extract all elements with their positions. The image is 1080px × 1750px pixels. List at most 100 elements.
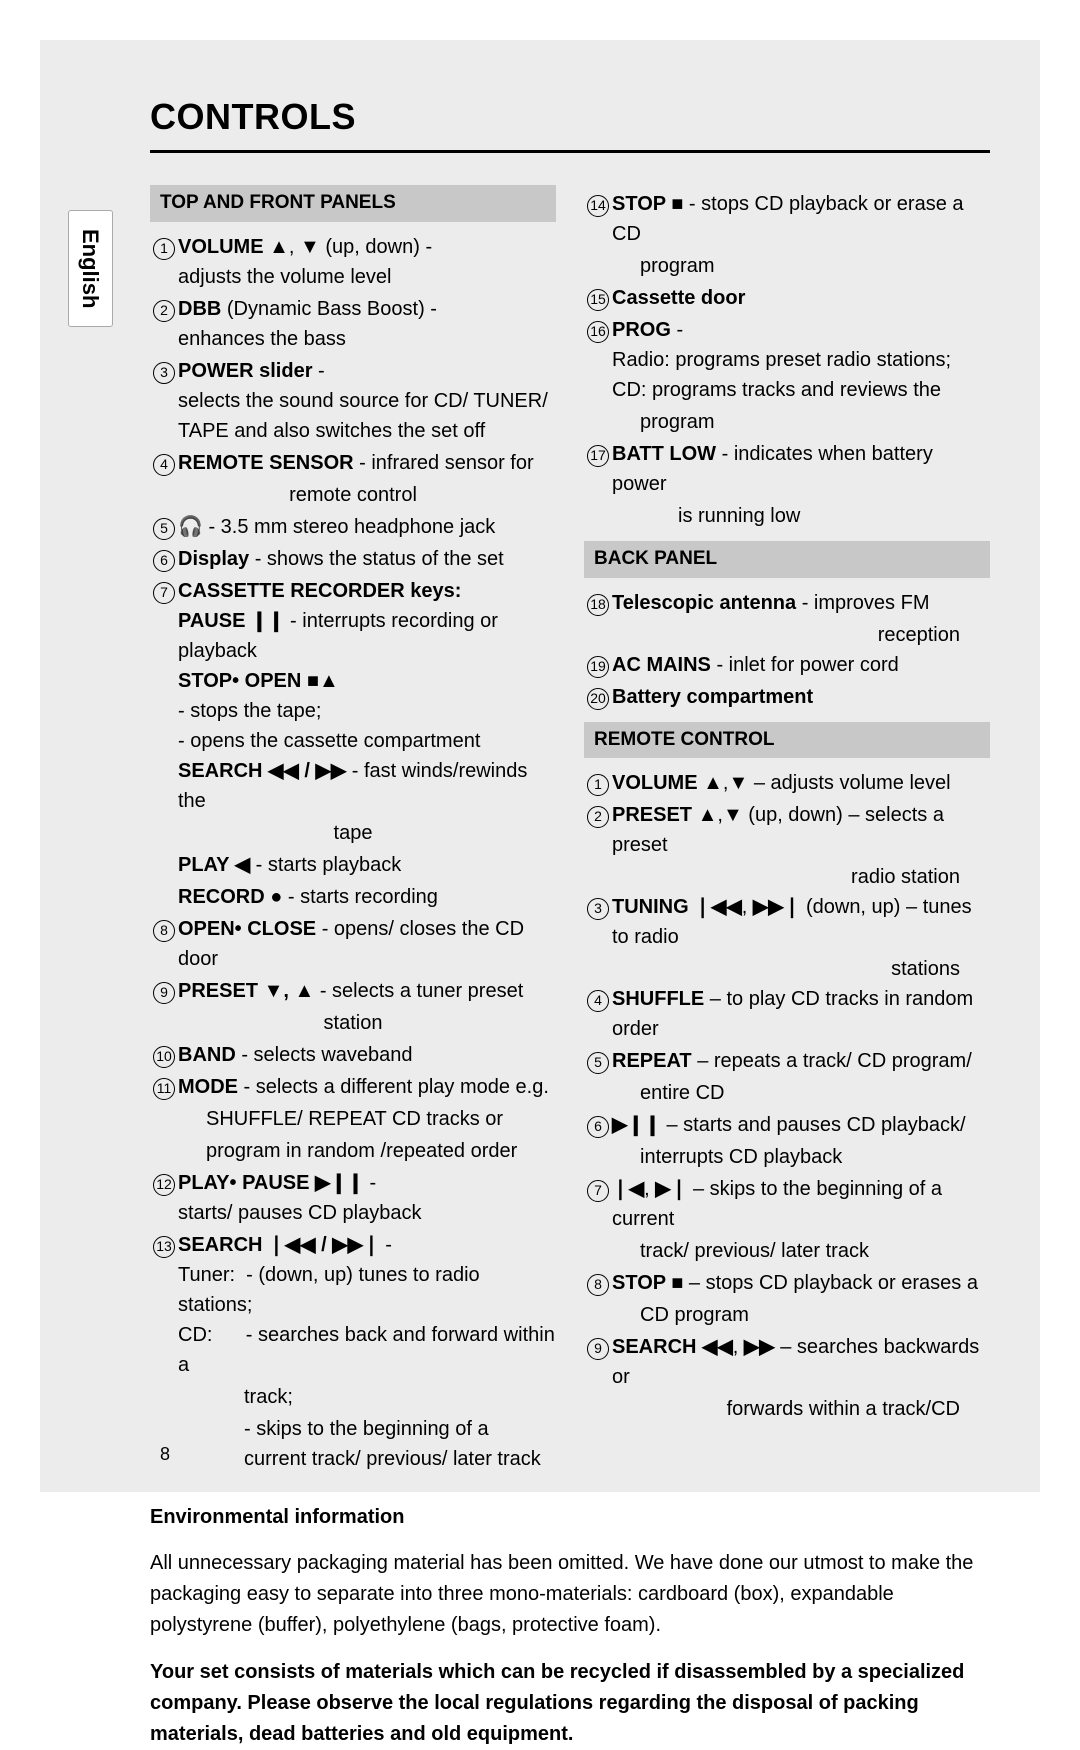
item-body: POWER slider -selects the sound source f… (178, 356, 556, 446)
item-number: 7 (584, 1174, 612, 1234)
item-number: 17 (584, 439, 612, 499)
item-body: VOLUME ▲, ▼ (up, down) -adjusts the volu… (178, 232, 556, 292)
item-continuation: tape (150, 818, 556, 848)
item-body: PROG -Radio: programs preset radio stati… (612, 315, 990, 405)
item-continuation: remote control (150, 480, 556, 510)
item-number: 18 (584, 588, 612, 618)
list-item: 7❘◀, ▶❘ – skips to the beginning of a cu… (584, 1174, 990, 1234)
item-continuation: radio station (584, 862, 990, 892)
list-item: 12PLAY• PAUSE ▶❙❙ -starts/ pauses CD pla… (150, 1168, 556, 1228)
item-body: REPEAT – repeats a track/ CD program/ (612, 1046, 990, 1076)
list-item: 11MODE - selects a different play mode e… (150, 1072, 556, 1102)
top-front-list: 1VOLUME ▲, ▼ (up, down) -adjusts the vol… (150, 232, 556, 1474)
item-body: Display - shows the status of the set (178, 544, 556, 574)
item-continuation: stations (584, 954, 990, 984)
item-body: ❘◀, ▶❘ – skips to the beginning of a cur… (612, 1174, 990, 1234)
list-item: 17BATT LOW - indicates when battery powe… (584, 439, 990, 499)
list-item: 1VOLUME ▲, ▼ (up, down) -adjusts the vol… (150, 232, 556, 292)
list-item: 4SHUFFLE – to play CD tracks in random o… (584, 984, 990, 1044)
top-front-list-cont: 14STOP ■ - stops CD playback or erase a … (584, 189, 990, 531)
item-number: 20 (584, 682, 612, 712)
item-number: 16 (584, 315, 612, 405)
item-body: Telescopic antenna - improves FM (612, 588, 990, 618)
item-continuation: forwards within a track/CD (584, 1394, 990, 1424)
item-body: Battery compartment (612, 682, 990, 712)
item-body: DBB (Dynamic Bass Boost) -enhances the b… (178, 294, 556, 354)
list-item: 4REMOTE SENSOR - infrared sensor for (150, 448, 556, 478)
item-continuation: program (584, 251, 990, 281)
item-number: 11 (150, 1072, 178, 1102)
item-continuation: reception (584, 620, 990, 650)
item-body: MODE - selects a different play mode e.g… (178, 1072, 556, 1102)
item-number: 4 (150, 448, 178, 478)
list-item: 6▶❙❙ – starts and pauses CD playback/ (584, 1110, 990, 1140)
list-item: 8STOP ■ – stops CD playback or erases a (584, 1268, 990, 1298)
item-number: 13 (150, 1230, 178, 1380)
item-body: SEARCH ❘◀◀ / ▶▶❘ -Tuner: - (down, up) tu… (178, 1230, 556, 1380)
list-item: 20Battery compartment (584, 682, 990, 712)
item-continuation: interrupts CD playback (584, 1142, 990, 1172)
right-column: 14STOP ■ - stops CD playback or erase a … (584, 175, 990, 1476)
item-continuation: - skips to the beginning of a current tr… (150, 1414, 556, 1474)
item-number: 8 (150, 914, 178, 974)
item-number: 10 (150, 1040, 178, 1070)
item-number: 1 (150, 232, 178, 292)
section-head-back-panel: BACK PANEL (584, 541, 990, 578)
section-head-top-front: TOP AND FRONT PANELS (150, 185, 556, 222)
item-number: 2 (584, 800, 612, 860)
list-item: 2DBB (Dynamic Bass Boost) -enhances the … (150, 294, 556, 354)
list-item: 3TUNING ❘◀◀, ▶▶❘ (down, up) – tunes to r… (584, 892, 990, 952)
section-head-remote: REMOTE CONTROL (584, 722, 990, 759)
item-number: 1 (584, 768, 612, 798)
list-item: 6Display - shows the status of the set (150, 544, 556, 574)
list-item: 18Telescopic antenna - improves FM (584, 588, 990, 618)
remote-list: 1VOLUME ▲,▼ – adjusts volume level2PRESE… (584, 768, 990, 1424)
manual-page: English CONTROLS TOP AND FRONT PANELS 1V… (40, 40, 1040, 1492)
item-body: BAND - selects waveband (178, 1040, 556, 1070)
list-item: 14STOP ■ - stops CD playback or erase a … (584, 189, 990, 249)
item-body: Cassette door (612, 283, 990, 313)
item-body: SHUFFLE – to play CD tracks in random or… (612, 984, 990, 1044)
item-body: PRESET ▼, ▲ - selects a tuner preset (178, 976, 556, 1006)
item-body: SEARCH ◀◀, ▶▶ – searches backwards or (612, 1332, 990, 1392)
item-continuation: program (584, 407, 990, 437)
item-number: 9 (150, 976, 178, 1006)
list-item: 2PRESET ▲,▼ (up, down) – selects a prese… (584, 800, 990, 860)
item-continuation: CD program (584, 1300, 990, 1330)
page-title: CONTROLS (150, 90, 990, 153)
env-para-1: All unnecessary packaging material has b… (150, 1548, 990, 1641)
list-item: 5REPEAT – repeats a track/ CD program/ (584, 1046, 990, 1076)
item-number: 4 (584, 984, 612, 1044)
two-column-layout: TOP AND FRONT PANELS 1VOLUME ▲, ▼ (up, d… (150, 175, 990, 1476)
list-item: 3POWER slider -selects the sound source … (150, 356, 556, 446)
item-number: 12 (150, 1168, 178, 1228)
item-body: PRESET ▲,▼ (up, down) – selects a preset (612, 800, 990, 860)
list-item: 13SEARCH ❘◀◀ / ▶▶❘ -Tuner: - (down, up) … (150, 1230, 556, 1380)
item-body: PLAY• PAUSE ▶❙❙ -starts/ pauses CD playb… (178, 1168, 556, 1228)
item-body: BATT LOW - indicates when battery power (612, 439, 990, 499)
item-body: 🎧 - 3.5 mm stereo headphone jack (178, 512, 556, 542)
item-number: 5 (584, 1046, 612, 1076)
item-body: CASSETTE RECORDER keys:PAUSE ❙❙ - interr… (178, 576, 556, 816)
item-body: OPEN• CLOSE - opens/ closes the CD door (178, 914, 556, 974)
list-item: 1VOLUME ▲,▼ – adjusts volume level (584, 768, 990, 798)
list-item: 19AC MAINS - inlet for power cord (584, 650, 990, 680)
list-item: 9PRESET ▼, ▲ - selects a tuner preset (150, 976, 556, 1006)
list-item: 10BAND - selects waveband (150, 1040, 556, 1070)
list-item: 7CASSETTE RECORDER keys:PAUSE ❙❙ - inter… (150, 576, 556, 816)
item-body: STOP ■ – stops CD playback or erases a (612, 1268, 990, 1298)
item-body: STOP ■ - stops CD playback or erase a CD (612, 189, 990, 249)
item-continuation: track; (150, 1382, 556, 1412)
item-body: VOLUME ▲,▼ – adjusts volume level (612, 768, 990, 798)
item-body: TUNING ❘◀◀, ▶▶❘ (down, up) – tunes to ra… (612, 892, 990, 952)
page-number: 8 (160, 1441, 170, 1468)
item-continuation: track/ previous/ later track (584, 1236, 990, 1266)
item-number: 3 (150, 356, 178, 446)
item-number: 2 (150, 294, 178, 354)
item-number: 9 (584, 1332, 612, 1392)
item-number: 14 (584, 189, 612, 249)
item-continuation: SHUFFLE/ REPEAT CD tracks or (150, 1104, 556, 1134)
item-body: AC MAINS - inlet for power cord (612, 650, 990, 680)
env-title: Environmental information (150, 1502, 990, 1532)
item-number: 6 (584, 1110, 612, 1140)
